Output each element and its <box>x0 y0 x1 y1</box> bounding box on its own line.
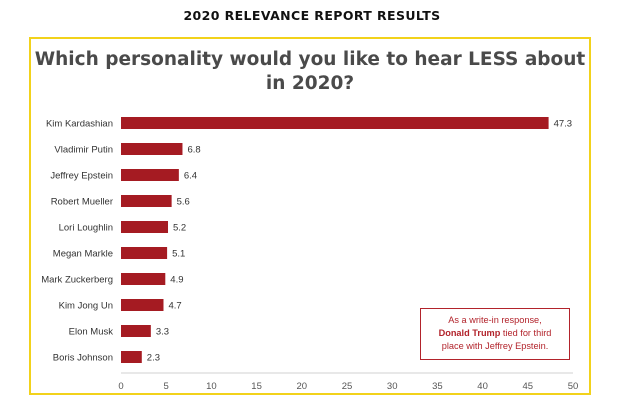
x-tick-label: 35 <box>432 381 443 392</box>
value-label: 6.8 <box>187 145 200 156</box>
bar <box>121 143 183 155</box>
bar <box>121 325 151 337</box>
write-in-note: As a write-in response, Donald Trump tie… <box>420 308 570 360</box>
x-tick-label: 40 <box>477 381 488 392</box>
bar <box>121 299 164 311</box>
category-label: Boris Johnson <box>53 353 113 364</box>
bar <box>121 351 142 363</box>
value-label: 5.1 <box>172 249 185 260</box>
x-tick-label: 5 <box>164 381 169 392</box>
x-tick-label: 20 <box>297 381 308 392</box>
category-label: Elon Musk <box>69 327 114 338</box>
value-label: 3.3 <box>156 327 169 338</box>
category-label: Megan Markle <box>53 249 113 260</box>
category-label: Mark Zuckerberg <box>41 275 113 286</box>
x-tick-label: 30 <box>387 381 398 392</box>
bar <box>121 117 549 129</box>
note-highlight: Donald Trump <box>438 328 501 338</box>
bar <box>121 221 169 233</box>
category-label: Robert Mueller <box>51 197 113 208</box>
value-label: 4.9 <box>170 275 183 286</box>
category-label: Kim Kardashian <box>46 119 113 130</box>
category-label: Kim Jong Un <box>59 301 113 312</box>
value-label: 6.4 <box>184 171 197 182</box>
chart-frame: Which personality would you like to hear… <box>29 37 591 395</box>
x-tick-label: 45 <box>523 381 534 392</box>
chart-title: Which personality would you like to hear… <box>34 49 586 94</box>
x-tick-label: 10 <box>206 381 217 392</box>
note-line-2-rest: tied for third <box>500 328 552 338</box>
x-tick-label: 0 <box>118 381 123 392</box>
value-label: 5.6 <box>177 197 190 208</box>
value-label: 5.2 <box>173 223 186 234</box>
value-label: 47.3 <box>554 119 573 130</box>
note-line-1: As a write-in response, <box>448 315 542 325</box>
bar <box>121 169 179 181</box>
value-label: 2.3 <box>147 353 160 364</box>
category-label: Lori Loughlin <box>59 223 113 234</box>
bar <box>121 247 168 259</box>
value-label: 4.7 <box>168 301 181 312</box>
note-line-3: place with Jeffrey Epstein. <box>441 341 549 351</box>
x-tick-label: 15 <box>251 381 262 392</box>
report-header: 2020 RELEVANCE REPORT RESULTS <box>183 8 441 23</box>
bar <box>121 273 166 285</box>
x-tick-label: 25 <box>342 381 353 392</box>
bar-chart: 0 5 10 15 20 25 30 35 40 45 50 Kim Kardashian 47.3 Vl… <box>41 117 579 392</box>
x-tick-label: 50 <box>568 381 579 392</box>
category-label: Jeffrey Epstein <box>50 171 113 182</box>
note-line-2: Donald Trump tied for third <box>427 327 563 340</box>
category-label: Vladimir Putin <box>54 145 113 156</box>
bar <box>121 195 172 207</box>
